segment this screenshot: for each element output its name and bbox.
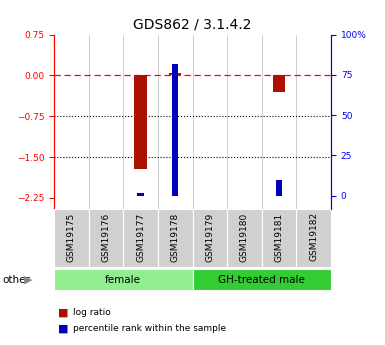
- Text: ■: ■: [58, 307, 68, 317]
- FancyBboxPatch shape: [89, 209, 123, 267]
- Bar: [134, 75, 147, 169]
- FancyBboxPatch shape: [296, 209, 331, 267]
- Text: female: female: [105, 275, 141, 285]
- Text: GSM19180: GSM19180: [240, 212, 249, 262]
- FancyBboxPatch shape: [192, 209, 227, 267]
- Text: GDS862 / 3.1.4.2: GDS862 / 3.1.4.2: [133, 18, 252, 32]
- FancyBboxPatch shape: [158, 209, 192, 267]
- Bar: [273, 75, 285, 92]
- Text: GSM19177: GSM19177: [136, 212, 145, 262]
- FancyBboxPatch shape: [262, 209, 296, 267]
- Text: other: other: [2, 275, 30, 285]
- Text: GH-treated male: GH-treated male: [218, 275, 305, 285]
- Bar: [276, 180, 282, 196]
- Text: GSM19181: GSM19181: [275, 212, 284, 262]
- FancyBboxPatch shape: [123, 209, 158, 267]
- Text: GSM19176: GSM19176: [101, 212, 110, 262]
- Text: log ratio: log ratio: [73, 308, 111, 317]
- Text: ▶: ▶: [23, 275, 32, 285]
- FancyBboxPatch shape: [227, 209, 262, 267]
- Text: GSM19175: GSM19175: [67, 212, 76, 262]
- Bar: [169, 72, 181, 75]
- FancyBboxPatch shape: [54, 209, 89, 267]
- FancyBboxPatch shape: [192, 269, 331, 290]
- Text: GSM19179: GSM19179: [205, 212, 214, 262]
- Bar: [172, 63, 178, 196]
- Text: ■: ■: [58, 324, 68, 333]
- Text: GSM19182: GSM19182: [309, 212, 318, 262]
- FancyBboxPatch shape: [54, 269, 192, 290]
- Bar: [137, 193, 144, 196]
- Text: percentile rank within the sample: percentile rank within the sample: [73, 324, 226, 333]
- Text: GSM19178: GSM19178: [171, 212, 180, 262]
